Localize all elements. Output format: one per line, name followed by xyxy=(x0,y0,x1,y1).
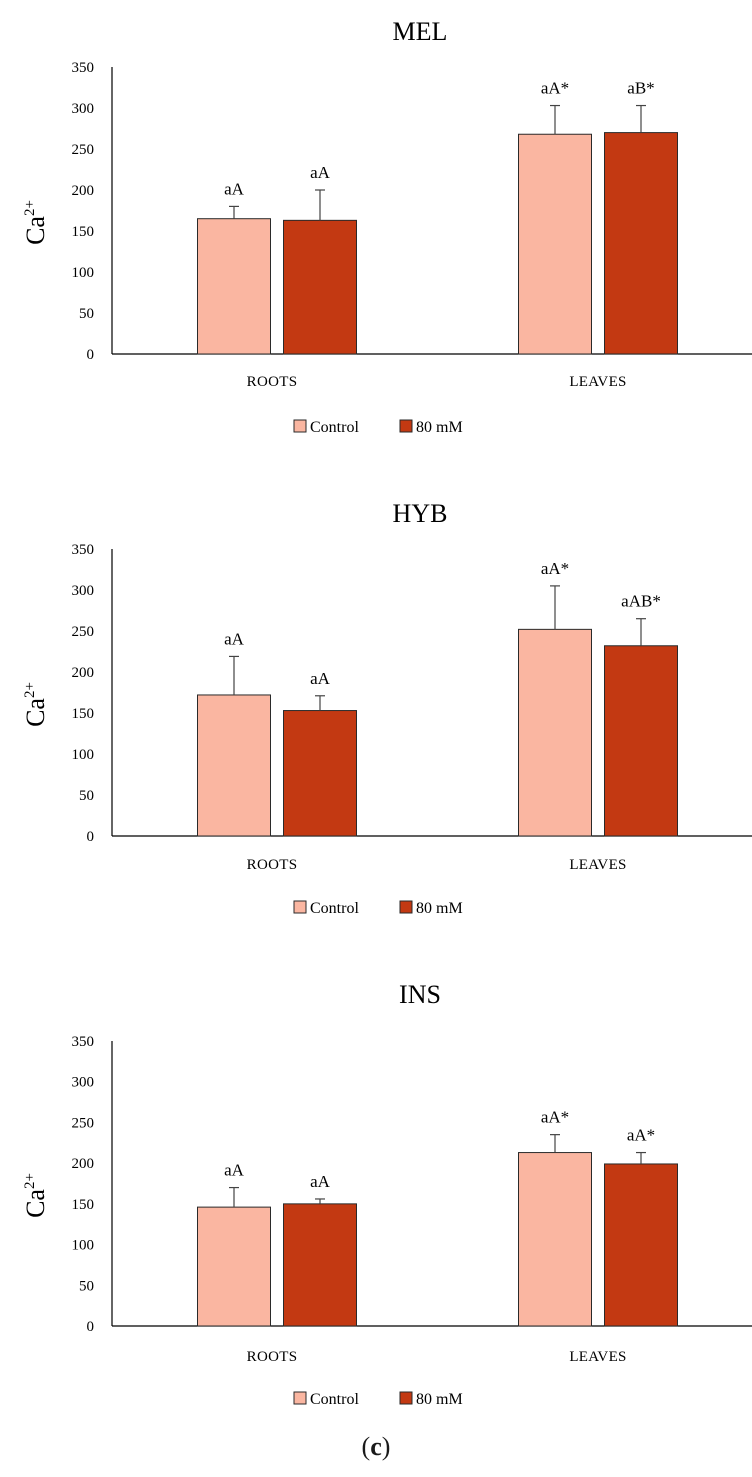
significance-label: aA xyxy=(310,1172,331,1191)
y-axis-label-base: Ca xyxy=(21,1189,50,1218)
y-tick-label: 250 xyxy=(72,1115,95,1131)
y-axis-label: Ca2+ xyxy=(21,1173,50,1218)
chart-title: MEL xyxy=(393,17,448,46)
y-tick-label: 350 xyxy=(72,542,95,558)
y-axis-label-superscript: 2+ xyxy=(22,200,38,216)
chart-title: HYB xyxy=(393,499,448,528)
chart-hyb: HYB Ca2+ 0 50 100 150 200 250 300 350 ROOTS LEAVES a… xyxy=(21,499,752,917)
significance-label: aA* xyxy=(541,79,569,98)
category-label: ROOTS xyxy=(247,1349,298,1365)
y-tick-label: 0 xyxy=(87,829,95,845)
y-axis-label-base: Ca xyxy=(21,216,50,245)
significance-label: aA* xyxy=(627,1126,655,1145)
y-tick-label: 300 xyxy=(72,1075,95,1091)
legend-swatch xyxy=(293,1391,307,1405)
significance-label: aA xyxy=(224,179,245,198)
chart-ins: INS Ca2+ 0 50 100 150 200 250 300 350 ROOTS LEAVES a… xyxy=(21,980,752,1408)
bar xyxy=(283,1203,357,1327)
y-tick-label: 50 xyxy=(79,788,94,804)
significance-label: aA xyxy=(224,629,245,648)
y-tick-label: 300 xyxy=(72,101,95,117)
y-tick-label: 0 xyxy=(87,1319,95,1335)
y-tick-label: 100 xyxy=(72,265,95,281)
legend-swatch xyxy=(293,419,307,433)
y-tick-label: 150 xyxy=(72,706,95,722)
y-tick-label: 200 xyxy=(72,1156,95,1172)
y-axis-label-superscript: 2+ xyxy=(22,682,38,698)
bar xyxy=(604,132,678,355)
y-tick-label: 250 xyxy=(72,142,95,158)
bar xyxy=(604,645,678,837)
y-axis-label: Ca2+ xyxy=(21,682,50,727)
y-tick-label: 350 xyxy=(72,60,95,76)
legend-swatch xyxy=(399,900,413,914)
legend-label: Control xyxy=(310,419,359,436)
bar xyxy=(283,710,357,837)
y-tick-label: 50 xyxy=(79,306,94,322)
significance-label: aA* xyxy=(541,559,569,578)
chart-title: INS xyxy=(399,980,441,1009)
bar xyxy=(518,133,592,355)
panel-label-letter: c xyxy=(370,1432,382,1461)
y-axis-label: Ca2+ xyxy=(21,200,50,245)
panel-label: (c) xyxy=(361,1432,391,1461)
y-tick-label: 50 xyxy=(79,1278,94,1294)
bar xyxy=(518,1152,592,1327)
significance-label: aAB* xyxy=(621,592,661,611)
bar xyxy=(197,694,271,837)
legend-label: 80 mM xyxy=(416,1391,463,1408)
category-label: LEAVES xyxy=(569,374,626,390)
y-tick-label: 150 xyxy=(72,1197,95,1213)
category-label: LEAVES xyxy=(569,1349,626,1365)
category-label: ROOTS xyxy=(247,374,298,390)
significance-label: aA xyxy=(310,669,331,688)
legend-label: Control xyxy=(310,900,359,917)
y-tick-label: 100 xyxy=(72,747,95,763)
y-tick-label: 300 xyxy=(72,583,95,599)
category-label: ROOTS xyxy=(247,857,298,873)
significance-label: aA xyxy=(224,1161,245,1180)
y-tick-label: 350 xyxy=(72,1034,95,1050)
significance-label: aA xyxy=(310,163,331,182)
bar xyxy=(197,1206,271,1327)
bar xyxy=(604,1163,678,1327)
y-tick-label: 200 xyxy=(72,183,95,199)
y-axis-label-superscript: 2+ xyxy=(22,1173,38,1189)
y-tick-label: 250 xyxy=(72,624,95,640)
y-tick-label: 100 xyxy=(72,1238,95,1254)
legend-label: 80 mM xyxy=(416,419,463,436)
legend-swatch xyxy=(399,1391,413,1405)
significance-label: aA* xyxy=(541,1108,569,1127)
y-tick-label: 200 xyxy=(72,665,95,681)
bar xyxy=(518,628,592,837)
bar xyxy=(197,218,271,355)
chart-mel: MEL Ca2+ 0 50 100 150 200 250 300 350 ROOTS LEAVES a… xyxy=(21,17,752,436)
y-tick-label: 150 xyxy=(72,224,95,240)
legend-label: Control xyxy=(310,1391,359,1408)
significance-label: aB* xyxy=(627,79,654,98)
y-tick-label: 0 xyxy=(87,347,95,363)
category-label: LEAVES xyxy=(569,857,626,873)
legend-swatch xyxy=(293,900,307,914)
legend-swatch xyxy=(399,419,413,433)
y-axis-label-base: Ca xyxy=(21,698,50,727)
legend-label: 80 mM xyxy=(416,900,463,917)
bar xyxy=(283,219,357,355)
